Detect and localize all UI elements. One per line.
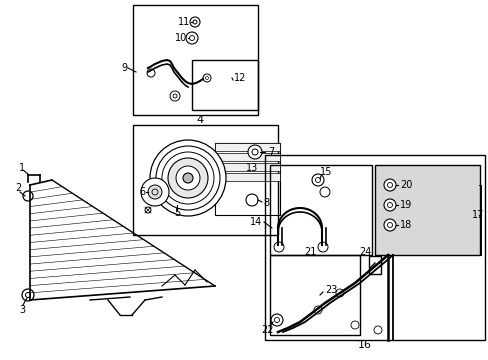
Text: 13: 13 (245, 163, 258, 173)
Bar (368, 256, 380, 274)
Text: 22: 22 (261, 325, 274, 335)
Bar (215, 163, 280, 171)
Text: 17: 17 (470, 210, 483, 220)
Bar (215, 173, 280, 181)
Bar (264, 155, 484, 340)
Text: 7: 7 (267, 147, 274, 157)
Circle shape (148, 185, 162, 199)
Bar (133, 5, 258, 115)
Text: 18: 18 (399, 220, 411, 230)
Text: 16: 16 (357, 340, 371, 350)
Bar (215, 143, 280, 215)
Text: 19: 19 (399, 200, 411, 210)
Text: 11: 11 (177, 17, 190, 27)
Text: 8: 8 (263, 198, 268, 208)
Text: 3: 3 (19, 305, 25, 315)
Text: 20: 20 (399, 180, 411, 190)
Text: 23: 23 (325, 285, 337, 295)
Text: 12: 12 (233, 73, 245, 83)
Text: 15: 15 (319, 167, 332, 177)
Text: 9: 9 (121, 63, 127, 73)
Text: 6: 6 (139, 187, 145, 197)
Bar (215, 143, 280, 151)
Text: 24: 24 (358, 247, 370, 257)
Bar (215, 153, 280, 161)
Bar (374, 165, 479, 255)
Text: 21: 21 (303, 247, 316, 257)
Text: 5: 5 (174, 208, 180, 218)
Circle shape (141, 178, 169, 206)
Circle shape (176, 166, 200, 190)
Circle shape (247, 145, 262, 159)
Bar (269, 165, 371, 255)
Text: 1: 1 (19, 163, 25, 173)
Text: 2: 2 (15, 183, 21, 193)
Circle shape (150, 140, 225, 216)
Circle shape (183, 173, 193, 183)
Bar (192, 60, 258, 110)
Circle shape (383, 179, 395, 191)
Text: 14: 14 (249, 217, 262, 227)
Circle shape (383, 219, 395, 231)
Text: 10: 10 (174, 33, 186, 43)
Circle shape (168, 158, 207, 198)
Circle shape (245, 194, 258, 206)
Bar (133, 125, 278, 235)
Bar (269, 255, 359, 335)
Circle shape (383, 199, 395, 211)
Text: 4: 4 (196, 115, 203, 125)
